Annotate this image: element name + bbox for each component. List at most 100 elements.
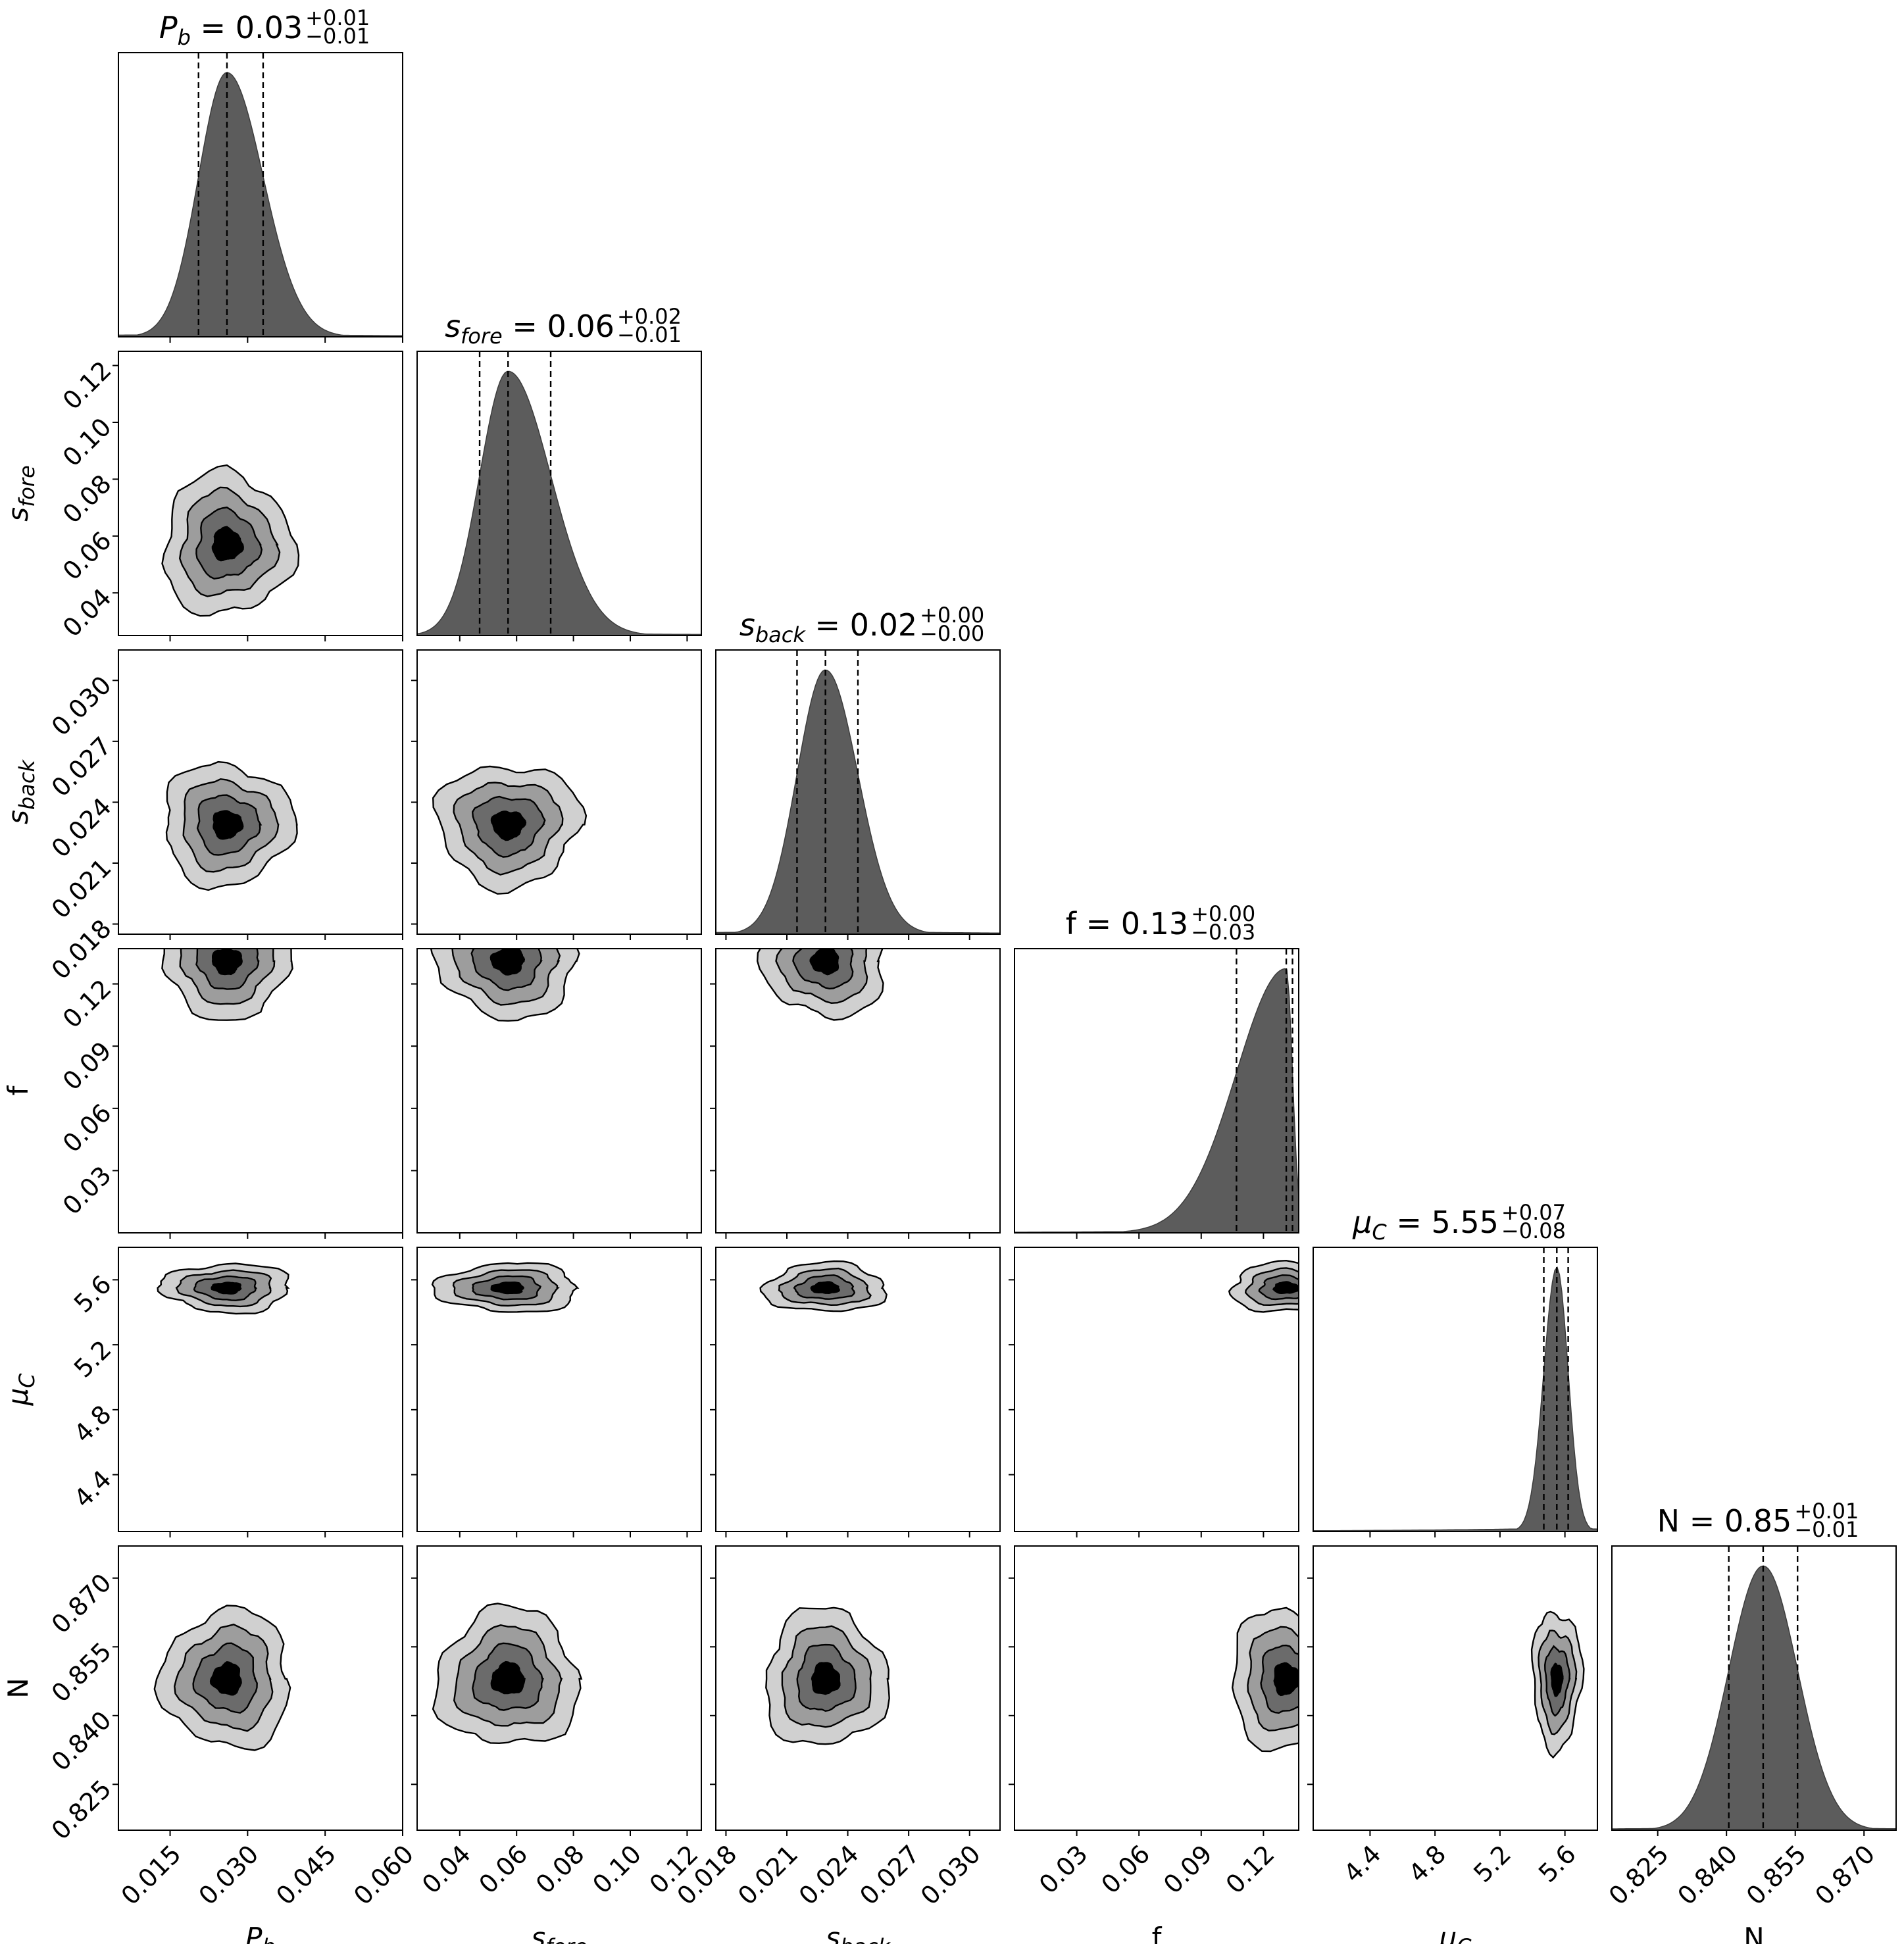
y-tick-label-sback: 0.027 — [46, 732, 117, 803]
contour-level-4 — [211, 526, 244, 562]
contour-set-sback-N — [765, 1607, 890, 1745]
title-value-f: = 0.13 — [1076, 906, 1188, 941]
x-axis-label-N: N — [1743, 1922, 1764, 1944]
x-tick-label-sfore: 0.08 — [530, 1839, 590, 1899]
title-var-muC: μ — [1352, 1205, 1372, 1240]
contour-panel-sback-muC — [715, 1247, 1001, 1532]
title-var-sub-sback: back — [755, 622, 807, 647]
y-tick-label-sfore: 0.12 — [57, 355, 117, 415]
contour-panel-muC-N — [1313, 1545, 1598, 1831]
y-tick-label-muC: 4.4 — [68, 1464, 117, 1513]
contour-set-Pb-sback — [165, 760, 298, 891]
title-sback: sback = 0.02 — [739, 607, 917, 647]
x-tick-label-N: 0.825 — [1603, 1839, 1674, 1910]
contour-set-muC-N — [1530, 1610, 1585, 1759]
x-tick-label-sfore: 0.06 — [473, 1839, 533, 1899]
x-tick-label-f: 0.12 — [1220, 1839, 1280, 1899]
contour-set-Pb-N — [153, 1605, 291, 1751]
title-var-sback: s — [739, 607, 755, 643]
contour-set-Pb-muC — [157, 1262, 290, 1315]
y-tick-label-N: 0.825 — [46, 1774, 117, 1845]
x-tick-label-Pb: 0.060 — [348, 1839, 419, 1910]
panel-frame-N-N — [1611, 1545, 1897, 1831]
panel-frame-sfore-f — [416, 948, 702, 1234]
title-var-f: f — [1066, 906, 1078, 941]
contour-level-4 — [489, 949, 526, 976]
x-tick-label-Pb: 0.030 — [193, 1839, 264, 1910]
panel-frame-Pb-muC — [118, 1247, 403, 1532]
contour-panel-Pb-sback — [118, 649, 403, 935]
x-tick-label-sback: 0.027 — [854, 1839, 925, 1910]
y-tick-label-sfore: 0.06 — [57, 526, 117, 586]
y-tick-label-sback: 0.021 — [46, 853, 117, 924]
contour-panel-sback-N — [715, 1545, 1001, 1831]
histogram-fill-sfore — [416, 370, 702, 636]
title-err-minus-Pb: −0.01 — [305, 24, 370, 49]
x-tick-label-N: 0.855 — [1741, 1839, 1812, 1910]
panel-frame-sback-N — [715, 1545, 1001, 1831]
x-tick-label-N: 0.870 — [1809, 1839, 1880, 1910]
contour-set-sfore-f — [430, 949, 580, 1022]
contour-set-f-N — [1231, 1607, 1299, 1753]
contour-panel-Pb-muC — [118, 1247, 403, 1532]
title-sfore: sfore = 0.06 — [445, 309, 614, 349]
x-axis-label-f: f — [1152, 1922, 1163, 1944]
contour-set-sback-f — [756, 949, 884, 1021]
x-tick-label-N: 0.840 — [1672, 1839, 1743, 1910]
contour-level-4 — [490, 810, 527, 841]
title-err-minus-f: −0.03 — [1191, 920, 1255, 945]
x-tick-label-sback: 0.030 — [915, 1839, 986, 1910]
x-axis-label-Pb: Pb — [245, 1922, 276, 1944]
title-var-sub-Pb: b — [178, 25, 191, 50]
y-tick-label-sfore: 0.10 — [57, 412, 117, 472]
y-tick-label-N: 0.840 — [46, 1705, 117, 1776]
title-var-sub-sfore: fore — [461, 324, 503, 349]
contour-set-f-muC — [1228, 1259, 1299, 1313]
contour-set-sback-muC — [759, 1260, 888, 1312]
histogram-fill-f — [1014, 968, 1299, 1234]
contour-level-4 — [213, 810, 244, 840]
y-tick-label-muC: 5.6 — [68, 1270, 117, 1318]
panel-frame-Pb-Pb — [118, 52, 403, 337]
contour-level-4 — [490, 1660, 526, 1695]
y-tick-label-sback: 0.030 — [46, 670, 117, 741]
histogram-fill-N — [1611, 1565, 1897, 1831]
panel-frame-sback-sback — [715, 649, 1001, 935]
title-var-sfore: s — [445, 309, 461, 344]
panel-frame-f-muC — [1014, 1247, 1299, 1532]
contour-level-4 — [809, 949, 839, 976]
y-tick-label-N: 0.870 — [46, 1568, 117, 1639]
y-axis-label-muC: μC — [2, 1373, 39, 1407]
y-tick-label-f: 0.06 — [57, 1098, 117, 1158]
panel-frame-Pb-sback — [118, 649, 403, 935]
contour-panel-Pb-sfore — [118, 351, 403, 636]
contour-panel-sfore-muC — [416, 1247, 702, 1532]
title-err-plus-f: +0.00 — [1191, 901, 1255, 926]
contour-set-sfore-muC — [431, 1262, 580, 1313]
y-tick-label-f: 0.03 — [57, 1160, 117, 1220]
title-value-N: = 0.85 — [1680, 1503, 1791, 1539]
title-err-minus-sfore: −0.01 — [617, 322, 682, 347]
panel-frame-f-f — [1014, 948, 1299, 1234]
contour-level-4 — [209, 1661, 242, 1696]
histogram-panel-f: f = 0.13 +0.00−0.03 — [1014, 901, 1299, 1234]
panel-frame-Pb-N — [118, 1545, 403, 1831]
contour-set-sfore-sback — [432, 765, 588, 895]
title-err-minus-muC: −0.08 — [1501, 1218, 1566, 1243]
title-N: N = 0.85 — [1657, 1503, 1792, 1539]
contour-level-4 — [810, 1281, 840, 1295]
title-Pb: Pb = 0.03 — [159, 10, 303, 50]
histogram-panel-Pb: Pb = 0.03 +0.01−0.01 — [118, 5, 403, 337]
histogram-fill-muC — [1313, 1266, 1598, 1532]
panel-frame-sback-muC — [715, 1247, 1001, 1532]
y-tick-label-muC: 4.8 — [68, 1400, 117, 1449]
histogram-panel-muC: μC = 5.55 +0.07−0.08 — [1313, 1200, 1598, 1532]
y-tick-label-sfore: 0.08 — [57, 469, 117, 529]
title-var-N: N — [1657, 1503, 1680, 1539]
x-tick-label-sfore: 0.10 — [587, 1839, 647, 1899]
contour-set-sfore-N — [432, 1603, 583, 1745]
y-tick-label-sfore: 0.04 — [57, 583, 117, 643]
panel-frame-muC-muC — [1313, 1247, 1598, 1532]
panel-frame-Pb-f — [118, 948, 403, 1234]
